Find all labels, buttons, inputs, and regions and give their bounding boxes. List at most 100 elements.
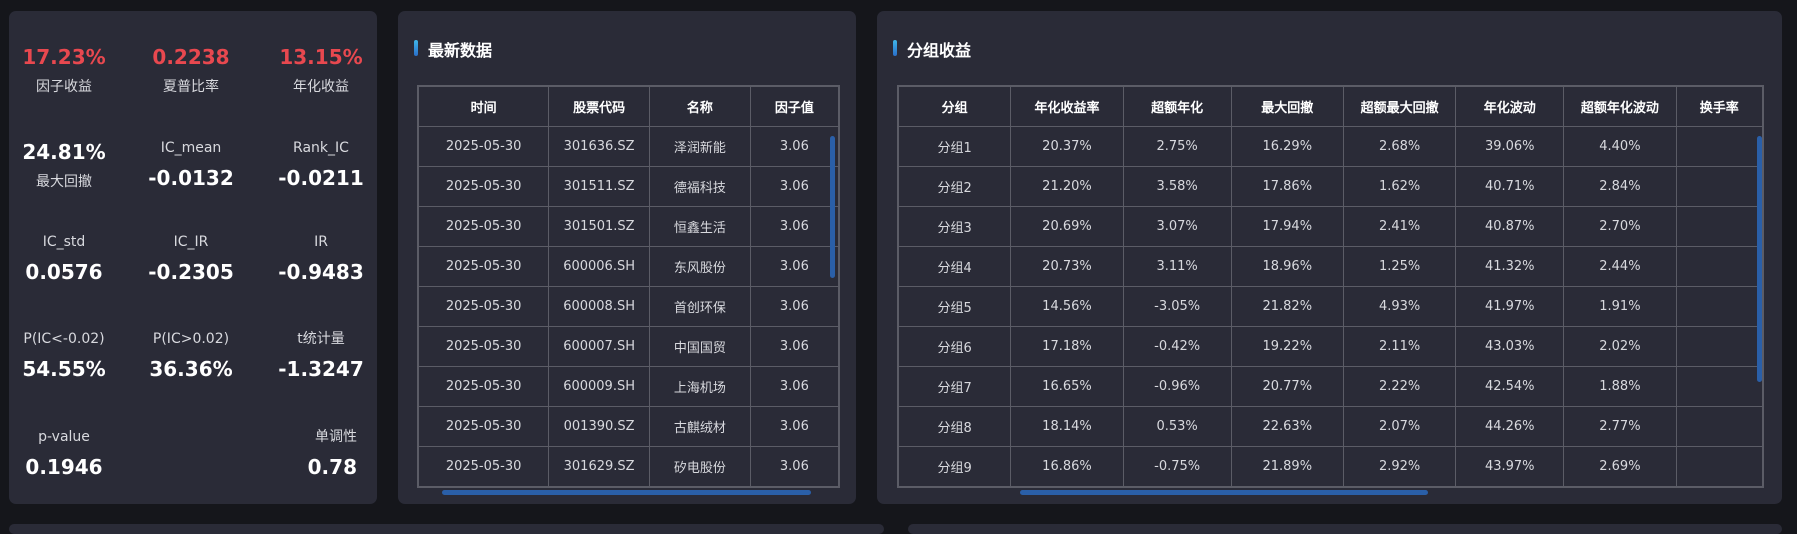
metric-value: -1.3247 bbox=[278, 357, 364, 381]
table-row: 2025-05-30 301511.SZ 德福科技 3.06 bbox=[418, 166, 839, 207]
table-cell bbox=[1675, 326, 1763, 367]
table-cell: 2.70% bbox=[1563, 206, 1677, 247]
scrollbar[interactable] bbox=[442, 490, 811, 495]
table-row: 分组7 16.65% -0.96% 20.77% 2.22% 42.54% 1.88% bbox=[898, 366, 1763, 407]
table-cell: 上海机场 bbox=[648, 366, 751, 407]
table-row: 2025-05-30 301629.SZ 矽电股份 3.06 bbox=[418, 446, 839, 487]
table-cell: 17.18% bbox=[1010, 326, 1124, 367]
table-cell: 20.37% bbox=[1010, 126, 1124, 167]
table-cell: 18.96% bbox=[1230, 246, 1344, 287]
table-cell: 4.93% bbox=[1342, 286, 1457, 327]
table-cell bbox=[1675, 286, 1763, 327]
metric-label: 夏普比率 bbox=[163, 79, 219, 95]
column-header: 因子值 bbox=[749, 86, 839, 127]
metric-value: -0.9483 bbox=[278, 260, 364, 284]
metric-value: 54.55% bbox=[22, 357, 106, 381]
table-cell: 分组3 bbox=[898, 206, 1012, 247]
table-cell: 2.69% bbox=[1563, 446, 1677, 487]
table-cell: 1.62% bbox=[1342, 166, 1457, 207]
metric-label: 年化收益 bbox=[293, 79, 349, 95]
metric: IC_std 0.0576 bbox=[9, 229, 129, 289]
table-cell: 1.25% bbox=[1342, 246, 1457, 287]
metric-label: 因子收益 bbox=[36, 79, 92, 95]
table-cell: 3.11% bbox=[1122, 246, 1232, 287]
panel-title: 最新数据 bbox=[428, 41, 493, 60]
groups-panel: 分组收益 分组 年化收益率 超额年化 最大回撤 超额最大回撤 年化波动 超额年化波动 换手率分… bbox=[877, 11, 1782, 504]
table-cell bbox=[1675, 126, 1763, 167]
metric-value: -0.0211 bbox=[278, 166, 364, 190]
latest-panel: 最新数据 时间 股票代码 名称 因子值 2025-05-30 301636.SZ 泽润新能 3… bbox=[398, 11, 856, 504]
table-cell: 20.73% bbox=[1010, 246, 1124, 287]
table-cell: 301636.SZ bbox=[548, 126, 650, 167]
table-row: 分组9 16.86% -0.75% 21.89% 2.92% 43.97% 2.69% bbox=[898, 446, 1763, 487]
panel-title: 分组收益 bbox=[907, 41, 972, 60]
metrics-panel: 因子收益 17.23% 夏普比率 0.2238 年化收益 13.15% 最大回撤 24.81%… bbox=[9, 11, 377, 504]
accent bbox=[414, 40, 418, 56]
table-cell: 40.71% bbox=[1455, 166, 1565, 207]
metric: IC_IR -0.2305 bbox=[126, 229, 256, 289]
table-cell: 2.92% bbox=[1342, 446, 1457, 487]
metric-label: IR bbox=[314, 234, 328, 250]
table-cell: 600006.SH bbox=[548, 246, 650, 287]
scrollbar[interactable] bbox=[1757, 136, 1762, 382]
metric: IC_mean -0.0132 bbox=[126, 135, 256, 195]
scrollbar[interactable] bbox=[1020, 490, 1428, 495]
header-row: 时间 股票代码 名称 因子值 bbox=[418, 86, 839, 127]
table-row: 分组6 17.18% -0.42% 19.22% 2.11% 43.03% 2.02% bbox=[898, 326, 1763, 367]
metric-label: 单调性 bbox=[315, 429, 357, 445]
table-cell: 44.26% bbox=[1455, 406, 1565, 447]
metric-value: -0.0132 bbox=[148, 166, 234, 190]
table-cell: 3.06 bbox=[749, 206, 839, 247]
metric-label: IC_IR bbox=[173, 234, 209, 250]
metric-label: 最大回撤 bbox=[36, 174, 92, 190]
table-wrap: 分组 年化收益率 超额年化 最大回撤 超额最大回撤 年化波动 超额年化波动 换手率 分组1 20.… bbox=[897, 85, 1764, 488]
metric: 夏普比率 0.2238 bbox=[126, 40, 256, 100]
table-cell: 001390.SZ bbox=[548, 406, 650, 447]
metric-label: P(IC>0.02) bbox=[152, 331, 230, 347]
table-cell: -0.75% bbox=[1122, 446, 1232, 487]
table-cell: 分组1 bbox=[898, 126, 1012, 167]
table-cell: 41.97% bbox=[1455, 286, 1565, 327]
table-cell: 41.32% bbox=[1455, 246, 1565, 287]
table-cell: -0.42% bbox=[1122, 326, 1232, 367]
column-header: 超额年化波动 bbox=[1563, 86, 1677, 127]
table-cell: 17.94% bbox=[1230, 206, 1344, 247]
metric-value: -0.2305 bbox=[148, 260, 234, 284]
table-cell: 1.91% bbox=[1563, 286, 1677, 327]
scrollbar[interactable] bbox=[830, 136, 835, 278]
header-row: 分组 年化收益率 超额年化 最大回撤 超额最大回撤 年化波动 超额年化波动 换手率 bbox=[898, 86, 1763, 127]
column-header: 超额年化 bbox=[1122, 86, 1232, 127]
table-cell: 14.56% bbox=[1010, 286, 1124, 327]
table-cell: 2.77% bbox=[1563, 406, 1677, 447]
metric-value: 0.1946 bbox=[25, 455, 103, 479]
panel-edge bbox=[908, 524, 1782, 534]
metric: P(IC<-0.02) 54.55% bbox=[9, 326, 129, 386]
table-cell: 19.22% bbox=[1230, 326, 1344, 367]
table-cell: 0.53% bbox=[1122, 406, 1232, 447]
table-cell: 2025-05-30 bbox=[418, 206, 550, 247]
column-header: 名称 bbox=[648, 86, 751, 127]
table-cell: 22.63% bbox=[1230, 406, 1344, 447]
table-cell: 40.87% bbox=[1455, 206, 1565, 247]
table-cell: 3.58% bbox=[1122, 166, 1232, 207]
table-cell: 2.41% bbox=[1342, 206, 1457, 247]
metric: 单调性 0.78 bbox=[227, 424, 357, 484]
metric: 年化收益 13.15% bbox=[256, 40, 377, 100]
table-cell: 20.77% bbox=[1230, 366, 1344, 407]
table-cell: 16.29% bbox=[1230, 126, 1344, 167]
metric-label: t统计量 bbox=[297, 331, 345, 347]
metric: 因子收益 17.23% bbox=[9, 40, 129, 100]
table-cell: 分组7 bbox=[898, 366, 1012, 407]
table-cell: 21.20% bbox=[1010, 166, 1124, 207]
metric: Rank_IC -0.0211 bbox=[256, 135, 377, 195]
column-header: 年化波动 bbox=[1455, 86, 1565, 127]
metric: P(IC>0.02) 36.36% bbox=[126, 326, 256, 386]
table-row: 2025-05-30 600009.SH 上海机场 3.06 bbox=[418, 366, 839, 407]
table-cell: 2025-05-30 bbox=[418, 126, 550, 167]
metric-label: IC_mean bbox=[160, 140, 222, 156]
metric: IR -0.9483 bbox=[256, 229, 377, 289]
metric-value: 0.0576 bbox=[25, 260, 103, 284]
table-cell bbox=[1675, 206, 1763, 247]
metric-label: Rank_IC bbox=[293, 140, 349, 156]
